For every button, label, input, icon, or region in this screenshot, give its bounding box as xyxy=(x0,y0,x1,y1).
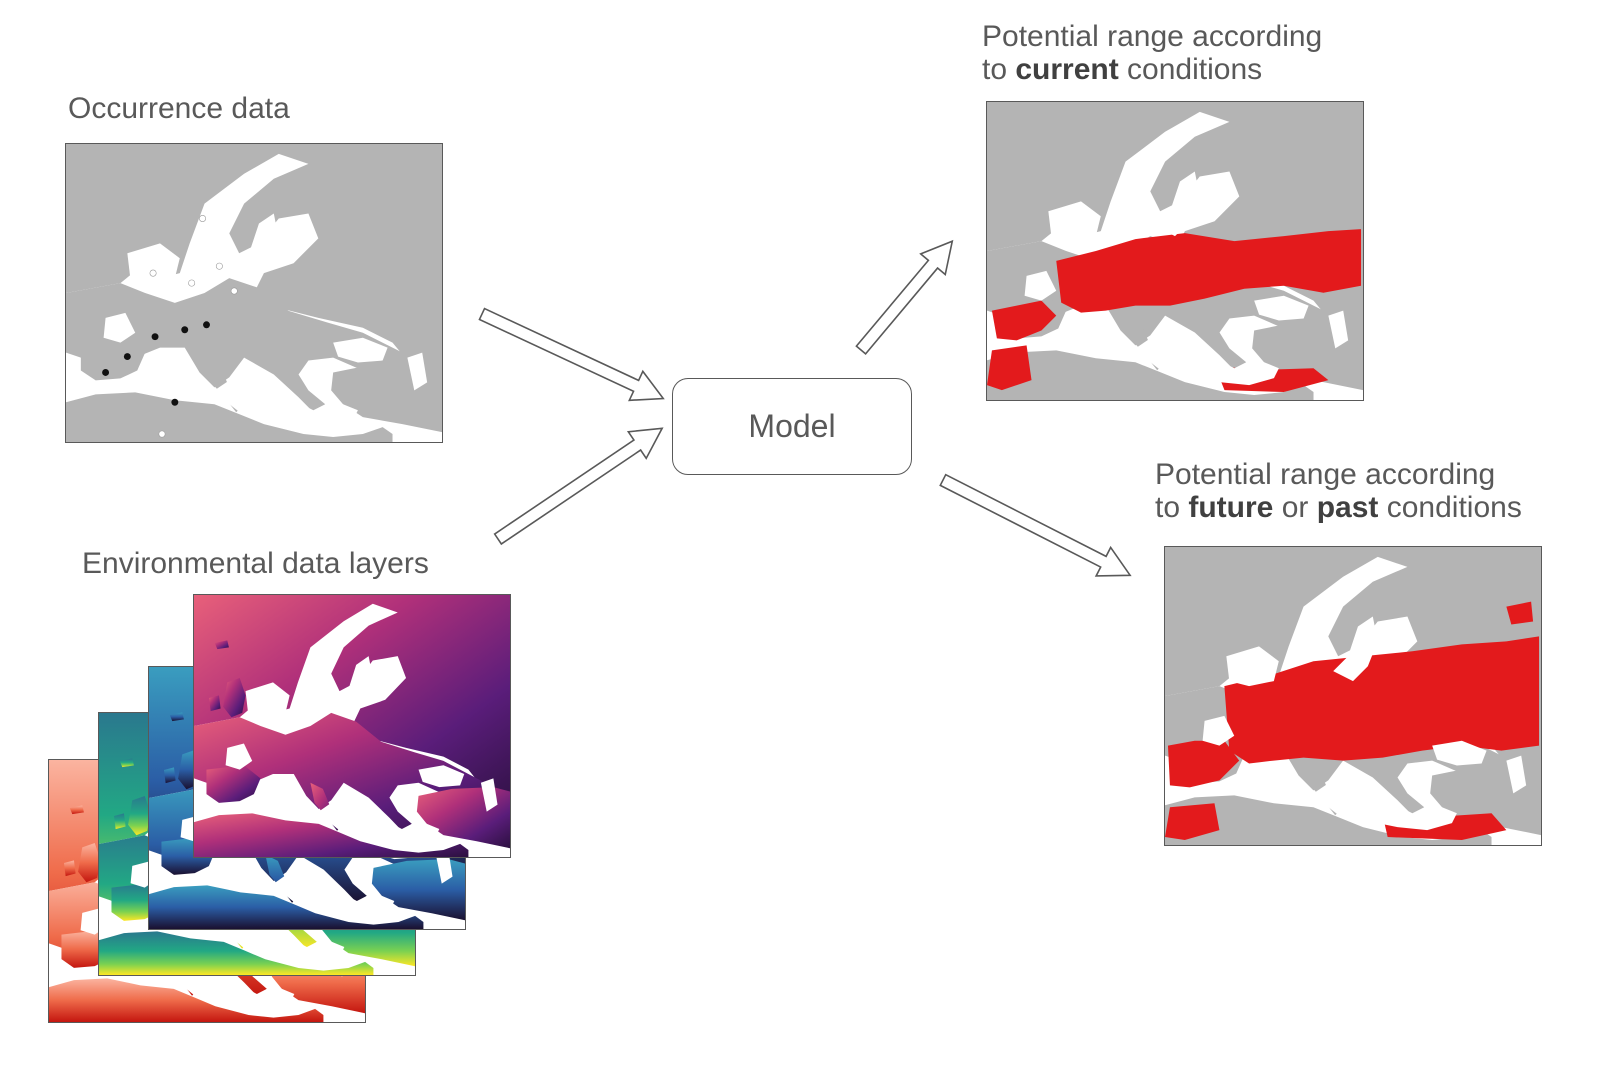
background-point xyxy=(158,430,166,438)
background-point xyxy=(188,279,196,287)
current-range-title: Potential range according to current con… xyxy=(982,20,1322,86)
env-layer-magma-graphic xyxy=(194,595,510,857)
background-point xyxy=(215,262,223,270)
presence-point xyxy=(203,321,210,329)
occurrence-map-graphic xyxy=(66,144,442,442)
environmental-layers-title: Environmental data layers xyxy=(82,547,429,580)
current-range-map xyxy=(986,101,1364,401)
presence-point xyxy=(181,326,189,334)
current-range-title-line1: Potential range according xyxy=(982,20,1323,53)
current-range-map-graphic xyxy=(987,102,1363,400)
current-line2-suffix: conditions xyxy=(1118,53,1263,86)
future-keyword: future xyxy=(1188,491,1274,524)
arrow-occurrence-to-model xyxy=(478,307,665,402)
env-layer-magma xyxy=(193,594,511,858)
presence-points xyxy=(102,321,210,406)
past-keyword: past xyxy=(1316,491,1379,524)
future-range-map xyxy=(1164,546,1542,846)
presence-point xyxy=(151,333,159,341)
current-line2-prefix: to xyxy=(982,53,1016,86)
presence-point xyxy=(123,353,131,361)
arrow-model-to-current xyxy=(855,239,954,355)
presence-point xyxy=(102,368,110,376)
future-range-title-line1: Potential range according xyxy=(1155,458,1496,491)
future-line2-mid: or xyxy=(1273,491,1317,524)
future-range-map-graphic xyxy=(1165,547,1541,845)
future-line2-suffix: conditions xyxy=(1378,491,1522,524)
arrow-env-to-model xyxy=(493,427,664,546)
model-box: Model xyxy=(672,378,912,475)
occurrence-data-title: Occurrence data xyxy=(68,92,290,125)
future-range-title: Potential range according to future or p… xyxy=(1155,458,1522,524)
model-label: Model xyxy=(748,408,836,444)
presence-point xyxy=(171,398,179,406)
future-range-area xyxy=(1165,601,1540,841)
background-points xyxy=(149,215,238,438)
background-point xyxy=(230,287,238,295)
current-keyword: current xyxy=(1015,53,1119,86)
background-point xyxy=(199,215,207,222)
current-range-title-line2: to current conditions xyxy=(982,53,1322,86)
future-range-title-line2: to future or past conditions xyxy=(1155,491,1522,524)
future-line2-prefix: to xyxy=(1155,491,1189,524)
arrow-model-to-future xyxy=(939,473,1132,577)
occurrence-map xyxy=(65,143,443,443)
background-point xyxy=(149,269,157,277)
